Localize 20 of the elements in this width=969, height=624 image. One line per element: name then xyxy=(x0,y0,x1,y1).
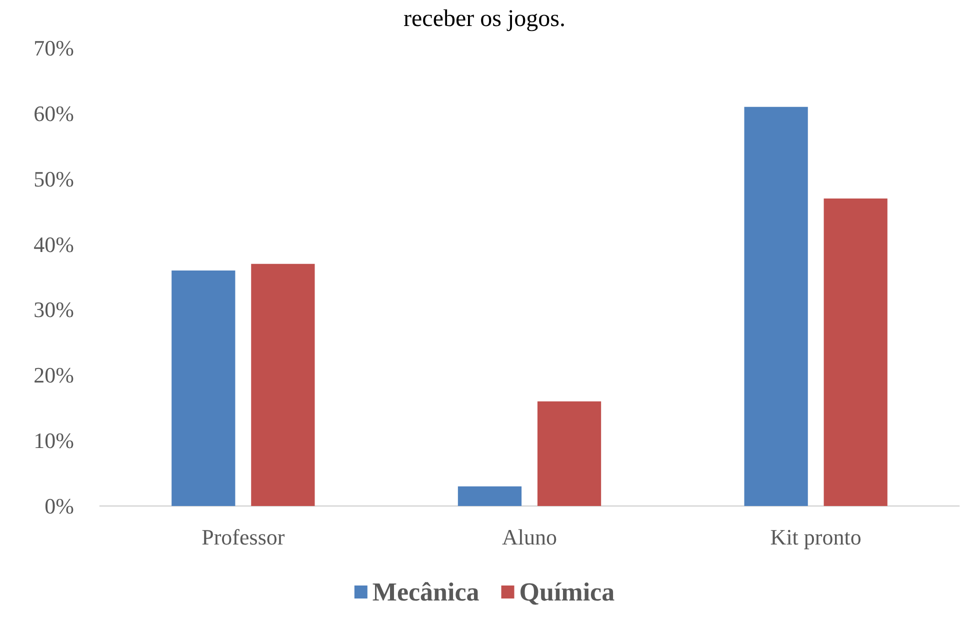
y-tick-label: 20% xyxy=(34,362,74,388)
x-tick-label: Kit pronto xyxy=(770,524,862,550)
bar xyxy=(251,264,315,506)
y-tick-label: 40% xyxy=(34,232,74,257)
x-tick-label: Professor xyxy=(202,524,286,550)
bar xyxy=(824,198,888,506)
bar xyxy=(172,270,236,506)
y-tick-label: 50% xyxy=(34,166,74,192)
bar xyxy=(458,486,522,506)
y-tick-label: 0% xyxy=(44,494,74,518)
y-tick-label: 70% xyxy=(34,36,74,60)
chart-title: receber os jogos. xyxy=(404,6,566,32)
bar xyxy=(744,106,808,506)
y-tick-label: 10% xyxy=(34,428,74,454)
legend-label: Mecânica xyxy=(372,578,480,606)
y-tick-label: 30% xyxy=(34,297,74,322)
y-tick-label: 60% xyxy=(34,100,74,126)
x-tick-label: Aluno xyxy=(502,524,557,550)
legend-label: Química xyxy=(519,578,615,606)
bar xyxy=(537,401,602,506)
